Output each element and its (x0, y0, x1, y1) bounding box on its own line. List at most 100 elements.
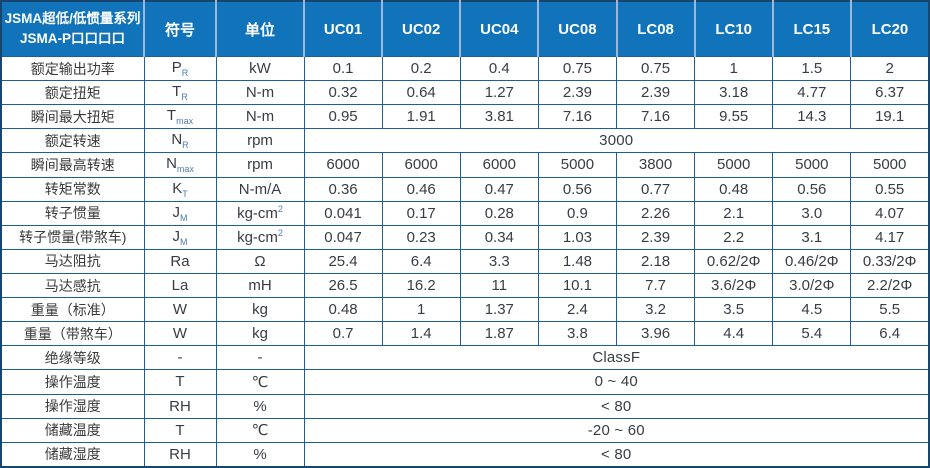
cell-value: 1 (694, 55, 774, 82)
cell-value: 3.0/2Φ (772, 272, 852, 299)
cell-value: 0.17 (381, 200, 461, 226)
row-unit: kg (215, 297, 305, 323)
cell-value: 1.87 (459, 321, 539, 347)
row-label: 额定转速 (0, 128, 145, 154)
cell-value: 7.16 (615, 104, 696, 130)
row-unit: % (215, 393, 305, 419)
col-header-model-uc08: UC08 (537, 1, 617, 57)
row-unit: kg-cm2 (215, 200, 305, 226)
row-symbol: RH (143, 393, 217, 419)
cell-value: 14.3 (772, 104, 852, 130)
table-row: 操作湿度 RH% < 80 (0, 393, 930, 419)
cell-value: 0.55 (850, 176, 930, 202)
row-label: 转子惯量 (0, 200, 145, 226)
cell-value: 4.4 (694, 321, 774, 347)
cell-value: 0.28 (459, 200, 539, 226)
row-label: 操作温度 (0, 369, 145, 395)
cell-value: 5000 (694, 152, 774, 178)
row-unit: ℃ (215, 369, 305, 395)
row-symbol: NR (143, 128, 217, 154)
row-unit: rpm (215, 152, 305, 178)
table-row: 马达阻抗 Ra Ω 25.4 6.4 3.3 1.48 2.18 0.62/2Φ 0.46/2Φ 0… (0, 248, 930, 274)
row-unit: kg-cm2 (215, 224, 305, 250)
cell-value: 4.5 (772, 297, 852, 323)
row-label: 瞬间最高转速 (0, 152, 145, 178)
cell-value: 3.18 (694, 80, 774, 106)
row-label: 重量（标准） (0, 297, 145, 323)
cell-value: 1.4 (381, 321, 461, 347)
cell-value: 10.1 (537, 272, 618, 299)
cell-value: 1.27 (459, 80, 539, 106)
row-unit: % (215, 441, 305, 468)
merged-value: 3000 (303, 128, 930, 154)
cell-value: 1.37 (459, 297, 539, 323)
header-row: JSMA超低/低惯量系列 JSMA-P口口口口 符号 单位 UC01 UC02 … (1, 1, 929, 57)
cell-value: 3800 (615, 152, 696, 178)
cell-value: 2.1 (694, 200, 774, 226)
cell-value: 0.75 (615, 55, 696, 82)
cell-value: 0.1 (303, 55, 383, 82)
row-symbol: JM (143, 224, 217, 250)
row-unit: N-m (215, 80, 305, 106)
cell-value: 2.39 (615, 80, 696, 106)
cell-value: 1.03 (537, 224, 618, 250)
cell-value: 0.56 (537, 176, 618, 202)
table-row: 储藏温度 T ℃ -20 ~ 60 (0, 417, 930, 443)
row-symbol: T (143, 369, 217, 395)
table-row: 瞬间最大扭矩 Tmax N-m 0.95 1.91 3.81 7.16 7.16 9.55 14.… (0, 104, 930, 130)
row-label: 储藏温度 (0, 417, 145, 443)
row-unit: mH (215, 272, 305, 299)
cell-value: 2.39 (615, 224, 696, 250)
col-header-symbol: 符号 (143, 1, 216, 57)
cell-value: 4.77 (772, 80, 852, 106)
row-label: 瞬间最大扭矩 (0, 104, 145, 130)
cell-value: 25.4 (303, 248, 383, 274)
row-symbol: - (143, 345, 217, 371)
col-header-model-lc08: LC08 (615, 1, 695, 57)
cell-value: 0.7 (303, 321, 383, 347)
cell-value: 0.9 (537, 200, 618, 226)
cell-value: 5000 (772, 152, 852, 178)
row-unit: - (215, 345, 305, 371)
cell-value: 11 (459, 272, 539, 299)
cell-value: 0.77 (615, 176, 696, 202)
cell-value: 0.95 (303, 104, 383, 130)
cell-value: 2 (850, 55, 930, 82)
cell-value: 1 (381, 297, 461, 323)
row-label: 马达阻抗 (0, 248, 145, 274)
cell-value: 2.26 (615, 200, 696, 226)
cell-value: 2.2 (694, 224, 774, 250)
cell-value: 6000 (381, 152, 461, 178)
col-header-model-lc10: LC10 (693, 1, 773, 57)
row-symbol: La (143, 272, 217, 299)
row-unit: N-m (215, 104, 305, 130)
row-unit: ℃ (215, 417, 305, 443)
cell-value: 3.1 (772, 224, 852, 250)
row-unit: rpm (215, 128, 305, 154)
cell-value: 3.3 (459, 248, 539, 274)
cell-value: 0.23 (381, 224, 461, 250)
table-title: JSMA超低/低惯量系列 JSMA-P口口口口 (1, 1, 144, 57)
cell-value: 3.2 (615, 297, 696, 323)
cell-value: 0.64 (381, 80, 461, 106)
cell-value: 6.4 (381, 248, 461, 274)
cell-value: 0.46 (381, 176, 461, 202)
row-unit: kW (215, 55, 305, 82)
table-row: 转矩常数 KT N-m/A 0.36 0.46 0.47 0.56 0.77 0.48 0.56 0… (0, 176, 930, 202)
row-label: 额定输出功率 (0, 55, 145, 82)
row-label: 重量（带煞车） (0, 321, 145, 347)
cell-value: 3.81 (459, 104, 539, 130)
series-title-line1: JSMA超低/低惯量系列 (4, 11, 141, 27)
cell-value: 1.91 (381, 104, 461, 130)
cell-value: 6.37 (850, 80, 930, 106)
cell-value: 3.6/2Φ (694, 272, 774, 299)
cell-value: 0.041 (303, 200, 383, 226)
cell-value: 0.56 (772, 176, 852, 202)
cell-value: 0.33/2Φ (850, 248, 930, 274)
cell-value: 1.5 (772, 55, 852, 82)
col-header-unit: 单位 (215, 1, 304, 57)
cell-value: 5.5 (850, 297, 930, 323)
col-header-model-lc15: LC15 (771, 1, 851, 57)
